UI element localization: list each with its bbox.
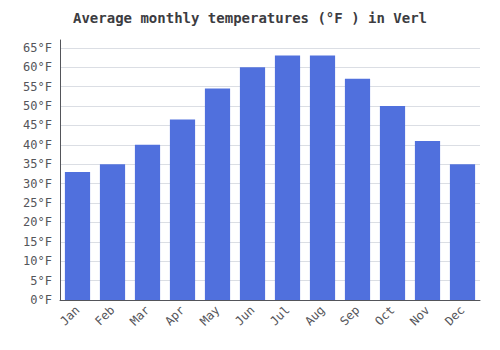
- svg-text:Sep: Sep: [337, 303, 362, 328]
- svg-text:35°F: 35°F: [23, 157, 52, 171]
- svg-text:60°F: 60°F: [23, 60, 52, 74]
- svg-text:25°F: 25°F: [23, 196, 52, 210]
- svg-text:May: May: [197, 303, 222, 328]
- svg-text:50°F: 50°F: [23, 99, 52, 113]
- svg-text:Average monthly temperatures (: Average monthly temperatures (°F ) in Ve…: [73, 10, 427, 26]
- svg-text:Feb: Feb: [92, 303, 117, 328]
- svg-text:Jan: Jan: [57, 303, 82, 328]
- svg-text:Oct: Oct: [372, 303, 397, 328]
- svg-text:Jul: Jul: [267, 303, 292, 328]
- svg-text:40°F: 40°F: [23, 138, 52, 152]
- svg-text:Aug: Aug: [302, 303, 327, 328]
- svg-text:20°F: 20°F: [23, 215, 52, 229]
- svg-text:5°F: 5°F: [30, 274, 52, 288]
- svg-text:10°F: 10°F: [23, 254, 52, 268]
- svg-text:Nov: Nov: [407, 303, 432, 328]
- svg-text:15°F: 15°F: [23, 235, 52, 249]
- svg-text:30°F: 30°F: [23, 177, 52, 191]
- svg-text:45°F: 45°F: [23, 118, 52, 132]
- svg-text:Mar: Mar: [127, 303, 152, 328]
- svg-text:0°F: 0°F: [30, 293, 52, 307]
- svg-text:Jun: Jun: [232, 303, 257, 328]
- svg-text:Apr: Apr: [162, 303, 187, 328]
- svg-text:65°F: 65°F: [23, 41, 52, 55]
- svg-text:Dec: Dec: [442, 303, 467, 328]
- svg-text:55°F: 55°F: [23, 80, 52, 94]
